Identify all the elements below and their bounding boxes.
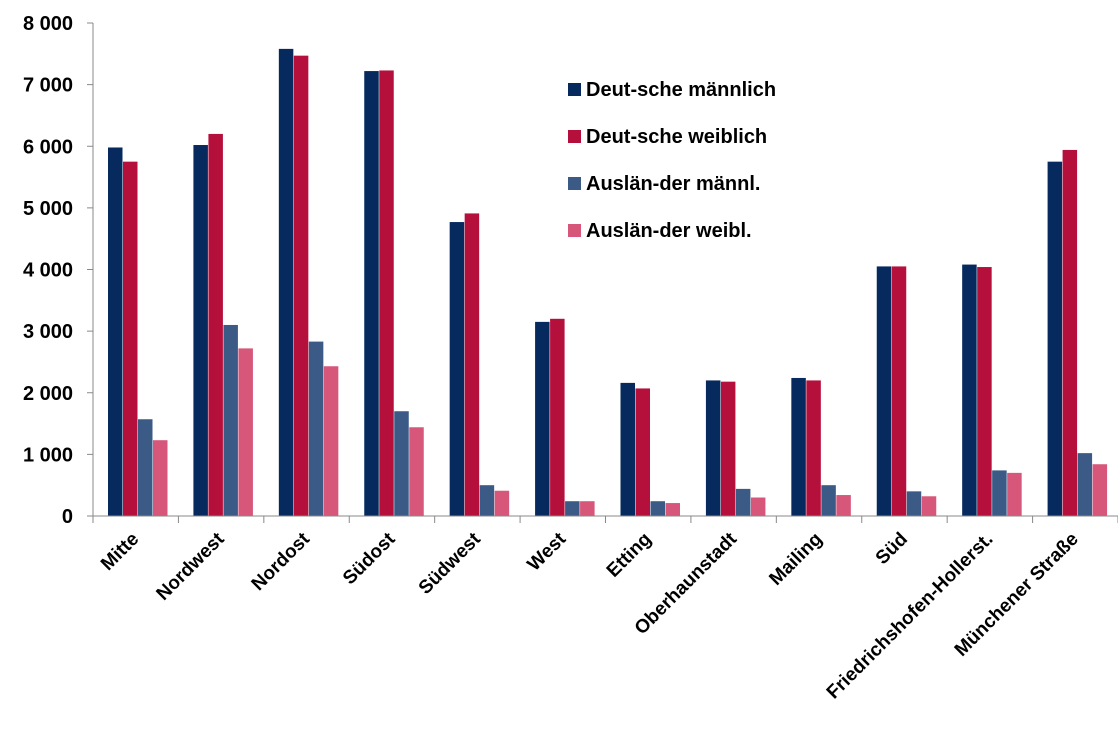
bar xyxy=(580,501,595,516)
bar xyxy=(806,380,821,516)
y-tick-label: 0 xyxy=(62,506,73,528)
bar xyxy=(735,488,751,516)
bar xyxy=(1062,149,1078,516)
y-tick-label: 7 000 xyxy=(23,75,73,97)
x-tick-label: Mitte xyxy=(97,529,143,575)
legend-swatch xyxy=(568,83,581,96)
bar xyxy=(750,497,766,516)
bar xyxy=(921,496,937,516)
legend-label: Deut-sche weiblich xyxy=(586,126,767,148)
bar xyxy=(1092,464,1108,516)
x-axis: Mitte Nordwest Nordost Südost Südwest West Ett… xyxy=(92,515,1118,704)
bar xyxy=(394,411,409,516)
bar xyxy=(791,377,806,516)
bar xyxy=(705,380,721,516)
bar xyxy=(278,48,294,516)
legend-label: Deut-sche männlich xyxy=(586,79,776,101)
legend-swatch xyxy=(568,130,581,143)
bar xyxy=(550,318,565,516)
bar xyxy=(962,264,977,516)
bar xyxy=(665,503,680,516)
legend-swatch xyxy=(568,224,581,237)
y-tick-label: 2 000 xyxy=(23,383,73,405)
bar xyxy=(620,382,635,516)
bar xyxy=(123,161,138,516)
bar xyxy=(494,490,510,516)
bar xyxy=(876,266,892,516)
bar xyxy=(193,145,208,516)
bar xyxy=(720,381,736,516)
legend-label: Auslän-der männl. xyxy=(586,173,760,195)
bar xyxy=(479,485,495,516)
x-tick-label: West xyxy=(524,528,571,575)
bar xyxy=(1047,161,1063,516)
bar xyxy=(108,147,123,517)
x-tick-label: Nordwest xyxy=(153,528,230,605)
bar xyxy=(977,267,992,516)
legend-label: Auslän-der weibl. xyxy=(586,220,752,242)
bar xyxy=(208,133,223,517)
bar xyxy=(223,324,238,516)
bar xyxy=(379,70,394,517)
bar xyxy=(891,266,907,516)
bar xyxy=(906,491,922,516)
bar xyxy=(238,348,253,516)
bar xyxy=(1077,453,1093,516)
bar xyxy=(1007,472,1022,516)
x-tick-label: Südost xyxy=(339,528,400,589)
bar xyxy=(464,213,480,516)
y-tick-label: 3 000 xyxy=(23,321,73,343)
bars xyxy=(108,48,1108,517)
y-tick-label: 5 000 xyxy=(23,198,73,220)
x-tick-label: Nordost xyxy=(248,528,315,595)
bar xyxy=(308,341,324,516)
x-tick-label: Etting xyxy=(603,529,656,582)
bar xyxy=(323,366,339,516)
x-tick-label: Mailing xyxy=(765,529,826,590)
bar xyxy=(992,470,1007,516)
bar xyxy=(836,495,851,516)
y-tick-label: 4 000 xyxy=(23,260,73,282)
legend-swatch xyxy=(568,177,581,190)
bar xyxy=(138,419,153,516)
y-tick-label: 8 000 xyxy=(23,13,73,35)
bar xyxy=(409,427,424,516)
y-axis: 0 1 000 2 000 3 000 4 000 5 000 6 000 7 000 8 00… xyxy=(23,13,94,528)
bar xyxy=(364,71,379,516)
bar xyxy=(565,501,580,516)
bar xyxy=(650,501,665,516)
x-tick-label: Süd xyxy=(872,529,912,569)
legend: Deut-sche männlich Deut-sche weiblich Ausl… xyxy=(568,79,776,242)
bar xyxy=(293,55,309,516)
x-tick-label: Südwest xyxy=(415,528,486,599)
bar xyxy=(449,222,465,516)
y-tick-label: 1 000 xyxy=(23,444,73,466)
bar xyxy=(821,485,836,516)
bar xyxy=(635,388,650,516)
bar xyxy=(535,321,550,516)
x-tick-label: Friedrichshofen-Hollerst. xyxy=(823,529,998,704)
bar xyxy=(153,440,168,516)
y-tick-label: 6 000 xyxy=(23,136,73,158)
